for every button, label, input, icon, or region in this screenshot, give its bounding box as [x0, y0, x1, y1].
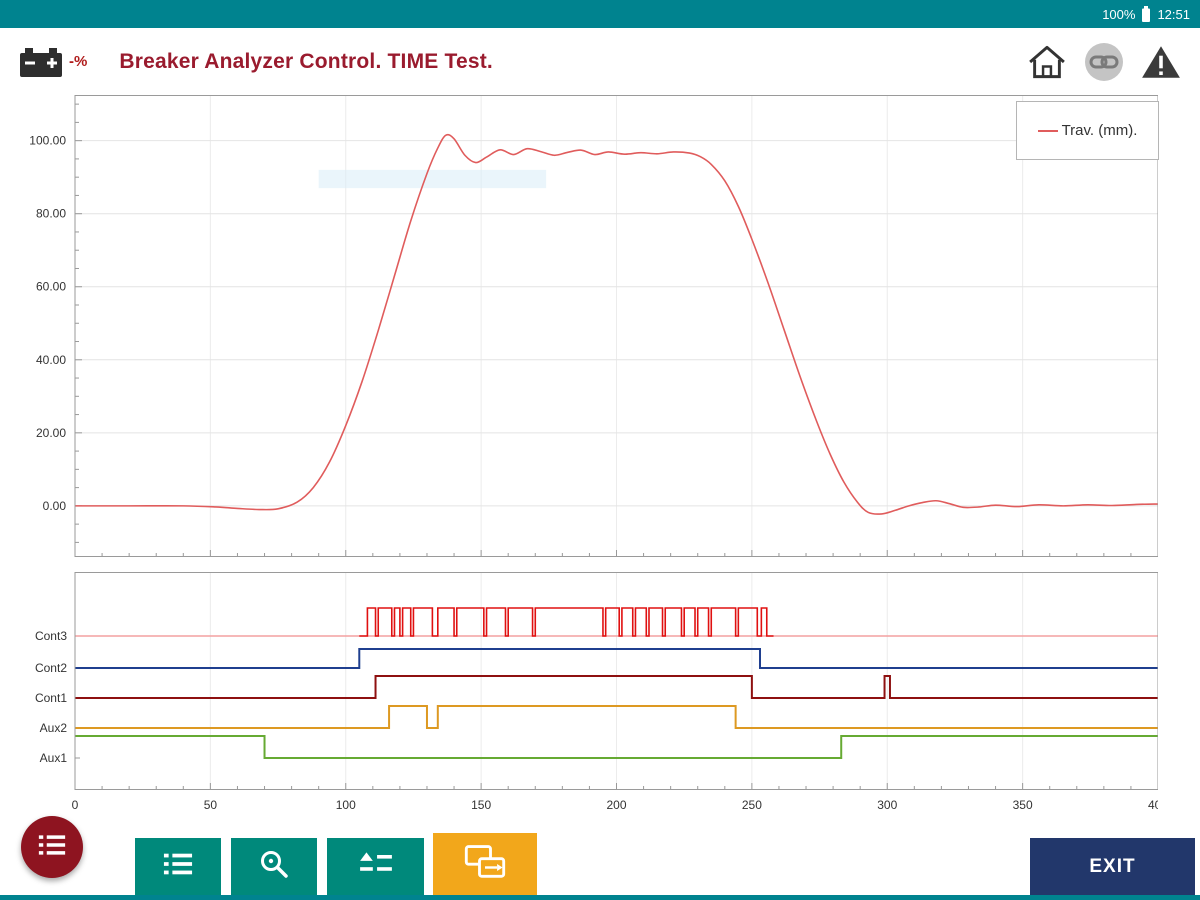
- markers-button[interactable]: [327, 838, 424, 895]
- travel-legend: Trav. (mm).: [1016, 101, 1159, 160]
- legend-label: Trav. (mm).: [1061, 122, 1138, 139]
- list-icon: [38, 833, 66, 862]
- markers-icon: [358, 849, 394, 884]
- status-battery-icon: [1141, 6, 1151, 22]
- battery-icon: [18, 45, 64, 79]
- warning-button[interactable]: [1140, 44, 1182, 80]
- svg-text:20.00: 20.00: [36, 426, 66, 440]
- svg-text:60.00: 60.00: [36, 280, 66, 294]
- svg-text:400: 400: [1148, 798, 1158, 812]
- svg-text:Aux1: Aux1: [40, 751, 68, 765]
- header: -% Breaker Analyzer Control. TIME Test.: [0, 28, 1200, 95]
- svg-text:0.00: 0.00: [43, 499, 67, 513]
- switch-screens-icon: [463, 843, 507, 886]
- svg-text:150: 150: [471, 798, 491, 812]
- svg-text:300: 300: [877, 798, 897, 812]
- status-bar: 100% 12:51: [0, 0, 1200, 28]
- svg-text:50: 50: [204, 798, 218, 812]
- svg-text:Cont1: Cont1: [35, 691, 67, 705]
- svg-text:100: 100: [336, 798, 356, 812]
- home-button[interactable]: [1026, 44, 1068, 80]
- svg-text:250: 250: [742, 798, 762, 812]
- svg-text:200: 200: [606, 798, 626, 812]
- magnifier-icon: [258, 848, 290, 885]
- zoom-button[interactable]: [231, 838, 317, 895]
- legend-line-marker: [1037, 129, 1058, 132]
- connection-button[interactable]: [1084, 42, 1124, 82]
- svg-text:80.00: 80.00: [36, 207, 66, 221]
- travel-chart[interactable]: 0.00 20.00 40.00 60.00 80.00 100.00: [10, 95, 1158, 558]
- svg-text:Cont3: Cont3: [35, 629, 67, 643]
- status-battery-percent: 100%: [1102, 6, 1136, 22]
- page-title: Breaker Analyzer Control. TIME Test.: [119, 49, 493, 73]
- list-icon: [163, 851, 193, 882]
- svg-text:Cont2: Cont2: [35, 661, 67, 675]
- bottom-nav-strip: [0, 895, 1200, 900]
- svg-text:350: 350: [1013, 798, 1033, 812]
- header-actions: [1026, 42, 1182, 82]
- list-button[interactable]: [135, 838, 221, 895]
- status-time: 12:51: [1157, 6, 1190, 22]
- screens-button[interactable]: [433, 833, 537, 895]
- svg-text:40.00: 40.00: [36, 353, 66, 367]
- svg-text:100.00: 100.00: [29, 134, 66, 148]
- battery-percent-label: -%: [69, 53, 88, 70]
- menu-fab-button[interactable]: [21, 816, 83, 878]
- contacts-chart[interactable]: 0 50 100 150 200 250 300 350 400 Cont3 Cont2 Cont1 A…: [10, 572, 1158, 817]
- svg-text:Aux2: Aux2: [40, 721, 68, 735]
- svg-text:0: 0: [72, 798, 79, 812]
- exit-button[interactable]: EXIT: [1030, 838, 1195, 895]
